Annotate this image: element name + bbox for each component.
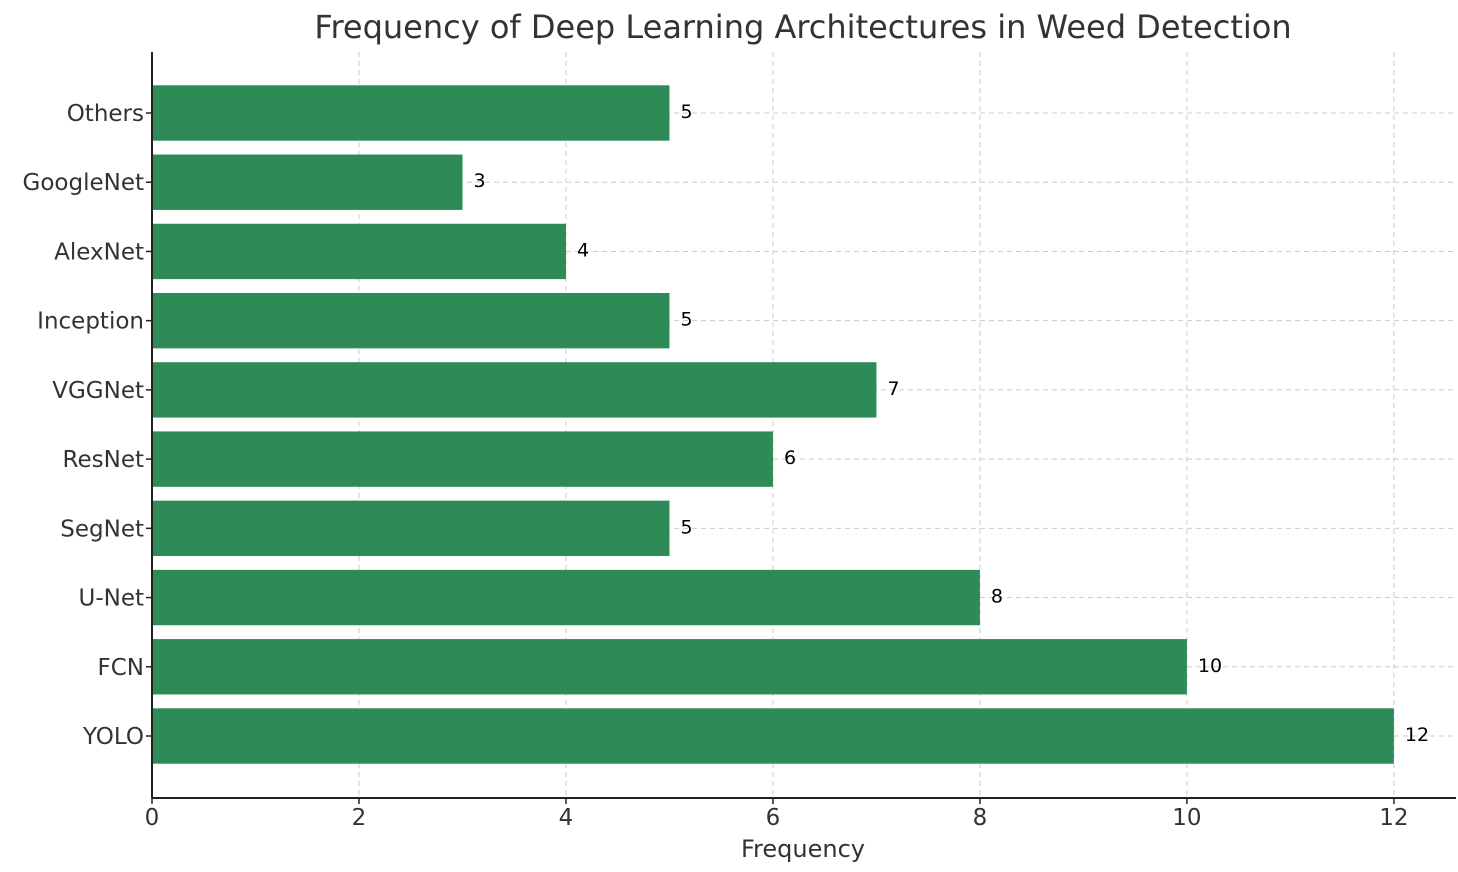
bar-u-net (152, 569, 980, 626)
bars (152, 85, 1394, 764)
data-label: 5 (680, 101, 692, 123)
bar-vggnet (152, 362, 877, 418)
bar-alexnet (152, 223, 566, 280)
data-label: 10 (1198, 655, 1222, 677)
data-label: 6 (784, 447, 796, 469)
data-label: 3 (473, 170, 485, 192)
data-labels: 12 10 8 5 6 7 5 4 3 5 (473, 101, 1429, 746)
bar-others (152, 85, 670, 141)
y-tick-label: GoogleNet (23, 170, 144, 196)
x-tick-label: 8 (973, 805, 988, 831)
bar-inception (152, 292, 670, 349)
bar-yolo (152, 708, 1394, 764)
y-tick-label: U-Net (78, 586, 144, 612)
y-tick-label: YOLO (82, 724, 144, 750)
chart-title: Frequency of Deep Learning Architectures… (314, 8, 1291, 46)
data-label: 5 (680, 516, 692, 538)
x-tick-labels: 0 2 4 6 8 10 12 (145, 798, 1409, 831)
x-tick-label: 6 (766, 805, 781, 831)
y-tick-label: Others (67, 101, 144, 127)
bar-segnet (152, 500, 670, 557)
y-tick-labels: YOLO FCN U-Net SegNet ResNet VGGNet Inception A… (23, 101, 152, 750)
data-label: 5 (680, 309, 692, 331)
bar-fcn (152, 639, 1187, 695)
data-label: 4 (577, 239, 589, 261)
y-tick-label: FCN (98, 655, 145, 681)
y-tick-label: Inception (37, 309, 144, 335)
y-tick-label: SegNet (60, 516, 144, 542)
bar-resnet (152, 431, 773, 487)
x-tick-label: 10 (1172, 805, 1201, 831)
data-label: 8 (991, 586, 1003, 608)
y-tick-label: VGGNet (52, 378, 144, 404)
x-tick-label: 0 (145, 805, 160, 831)
x-tick-label: 2 (352, 805, 367, 831)
x-tick-label: 12 (1379, 805, 1408, 831)
x-axis-label: Frequency (741, 835, 865, 863)
axes (151, 52, 1456, 799)
y-tick-label: AlexNet (54, 239, 144, 265)
data-label: 12 (1405, 724, 1429, 746)
bar-googlenet (152, 154, 463, 210)
x-tick-label: 4 (559, 805, 574, 831)
y-tick-label: ResNet (63, 447, 144, 473)
data-label: 7 (887, 378, 899, 400)
